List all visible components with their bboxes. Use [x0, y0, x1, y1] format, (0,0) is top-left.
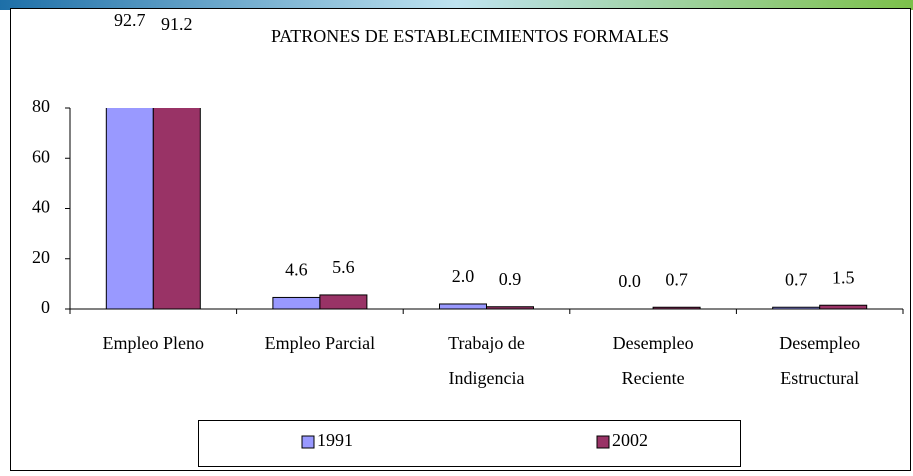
bar — [439, 303, 487, 310]
data-label: 91.2 — [161, 14, 193, 34]
decor-band — [0, 0, 913, 10]
y-tick-label: 40 — [32, 197, 50, 217]
bars — [105, 108, 868, 310]
data-label: 5.6 — [332, 257, 355, 277]
bar — [272, 296, 321, 310]
data-label: 0.9 — [499, 269, 522, 289]
bar — [152, 108, 201, 310]
data-label: 4.6 — [285, 260, 308, 280]
x-tick-label: Indigencia — [449, 368, 525, 388]
x-tick-label: Empleo Pleno — [103, 333, 205, 353]
bar — [319, 294, 368, 310]
bar — [819, 304, 868, 310]
bar — [652, 306, 701, 310]
legend-swatch — [301, 435, 315, 449]
x-tick-label: Empleo Parcial — [265, 333, 375, 353]
data-label: 0.7 — [785, 269, 808, 289]
y-tick-label: 60 — [32, 146, 50, 166]
y-tick-label: 0 — [41, 297, 50, 317]
data-label: 1.5 — [832, 267, 855, 287]
bar — [772, 306, 821, 310]
x-tick-label: Desempleo — [779, 333, 860, 353]
bar — [486, 306, 534, 310]
chart-title: PATRONES DE ESTABLECIMIENTOS FORMALES — [271, 26, 669, 46]
legend-box — [198, 420, 741, 467]
bar — [105, 108, 154, 310]
x-tick-label: Estructural — [780, 368, 859, 388]
x-tick-label: Desempleo — [613, 333, 694, 353]
x-tick-label: Reciente — [622, 368, 685, 388]
data-label: 0.0 — [618, 271, 641, 291]
data-label: 0.7 — [665, 269, 688, 289]
data-label: 2.0 — [452, 266, 475, 286]
legend-label: 1991 — [317, 430, 353, 450]
legend-label: 2002 — [612, 430, 648, 450]
x-tick-label: Trabajo de — [448, 333, 525, 353]
data-label: 92.7 — [114, 10, 146, 30]
y-tick-label: 20 — [32, 247, 50, 267]
legend-swatch — [596, 435, 610, 449]
y-tick-label: 80 — [32, 96, 50, 116]
